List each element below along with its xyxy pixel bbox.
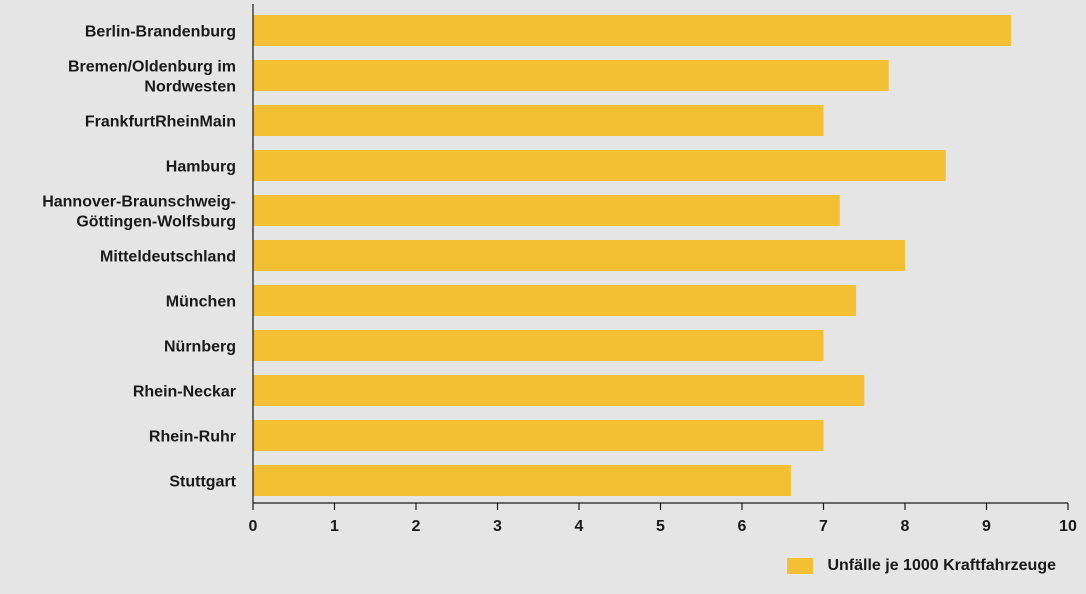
bar — [253, 60, 889, 91]
x-tick-label: 5 — [656, 518, 665, 535]
category-label: Hamburg — [166, 159, 236, 176]
bar — [253, 195, 840, 226]
category-label: Bremen/Oldenburg im Nordwesten — [68, 59, 236, 96]
x-tick-label: 7 — [819, 518, 828, 535]
x-tick-label: 10 — [1059, 518, 1077, 535]
bar — [253, 15, 1011, 46]
x-tick-label: 0 — [249, 518, 258, 535]
legend: Unfälle je 1000 Kraftfahrzeuge — [787, 557, 1056, 575]
bar — [253, 465, 791, 496]
category-label: Rhein-Neckar — [133, 384, 236, 401]
x-tick-label: 9 — [982, 518, 991, 535]
category-label: Mitteldeutschland — [100, 249, 236, 266]
x-tick-label: 3 — [493, 518, 502, 535]
bar — [253, 420, 824, 451]
bar — [253, 240, 905, 271]
x-tick-label: 8 — [901, 518, 910, 535]
bars-group — [253, 15, 1011, 496]
x-tick-label: 2 — [412, 518, 421, 535]
category-label: Rhein-Ruhr — [149, 429, 236, 446]
category-label: München — [166, 294, 236, 311]
bar — [253, 105, 824, 136]
category-labels: Berlin-Brandenburg Bremen/Oldenburg im Nor… — [42, 24, 236, 491]
x-tick-label: 4 — [575, 518, 584, 535]
category-label: Berlin-Brandenburg — [85, 24, 236, 41]
bar — [253, 375, 865, 406]
x-tick-label: 6 — [738, 518, 747, 535]
category-label: Hannover-Braunschweig-Göttingen-Wolfsbur… — [42, 194, 236, 231]
x-tick-label: 1 — [330, 518, 339, 535]
bar — [253, 330, 824, 361]
bar — [253, 285, 857, 316]
bar — [253, 150, 946, 181]
legend-label: Unfälle je 1000 Kraftfahrzeuge — [827, 557, 1056, 574]
legend-swatch — [787, 558, 814, 574]
category-label: FrankfurtRheinMain — [85, 114, 236, 131]
category-label: Nürnberg — [164, 339, 236, 356]
axes: 0 1 2 3 4 5 6 7 8 9 10 — [249, 4, 1077, 535]
category-label: Stuttgart — [169, 474, 236, 491]
